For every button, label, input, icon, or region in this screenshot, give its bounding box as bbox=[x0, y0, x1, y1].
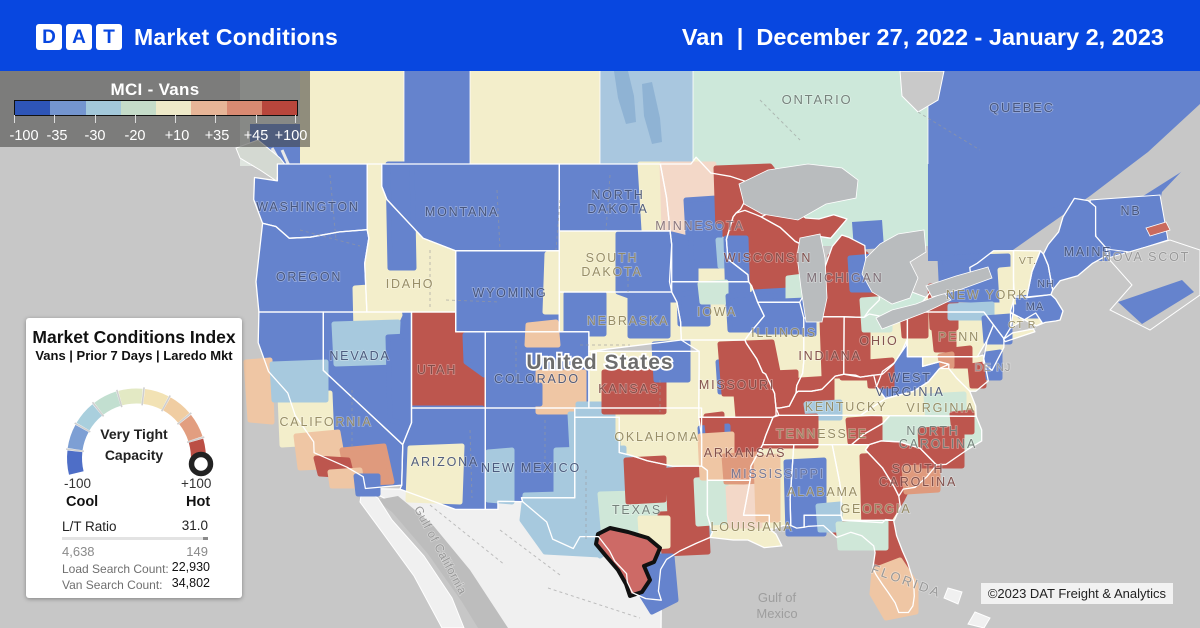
svg-text:NOVA SCOT: NOVA SCOT bbox=[1102, 250, 1190, 264]
svg-text:ILLINOIS: ILLINOIS bbox=[751, 326, 817, 340]
svg-text:UTAH: UTAH bbox=[417, 363, 457, 377]
svg-text:SOUTH: SOUTH bbox=[892, 462, 945, 476]
svg-text:LOUISIANA: LOUISIANA bbox=[711, 520, 794, 534]
svg-text:CAROLINA: CAROLINA bbox=[899, 437, 977, 451]
svg-text:NORTH: NORTH bbox=[906, 424, 959, 438]
svg-text:NEW MEXICO: NEW MEXICO bbox=[481, 461, 581, 475]
svg-text:MISSOURI: MISSOURI bbox=[699, 378, 775, 392]
svg-text:KANSAS: KANSAS bbox=[598, 382, 660, 396]
svg-text:SOUTH: SOUTH bbox=[586, 251, 639, 265]
svg-text:IDAHO: IDAHO bbox=[386, 277, 435, 291]
svg-text:VIRGINIA: VIRGINIA bbox=[906, 401, 975, 415]
svg-text:GEORGIA: GEORGIA bbox=[841, 502, 912, 516]
svg-text:MISSISSIPPI: MISSISSIPPI bbox=[731, 467, 825, 481]
svg-text:CALIFORNIA: CALIFORNIA bbox=[279, 415, 372, 429]
svg-text:CT: CT bbox=[1008, 319, 1024, 331]
svg-text:MONTANA: MONTANA bbox=[425, 205, 499, 219]
svg-text:VIRGINIA: VIRGINIA bbox=[875, 385, 944, 399]
svg-text:NORTH: NORTH bbox=[591, 188, 644, 202]
svg-text:VT.: VT. bbox=[1019, 255, 1037, 267]
svg-text:DE NJ: DE NJ bbox=[975, 362, 1012, 374]
svg-text:Gulf of: Gulf of bbox=[758, 590, 797, 605]
svg-text:ARIZONA: ARIZONA bbox=[411, 455, 479, 469]
svg-text:OKLAHOMA: OKLAHOMA bbox=[614, 430, 699, 444]
svg-text:PENN: PENN bbox=[938, 330, 980, 344]
svg-text:R: R bbox=[1028, 319, 1037, 331]
svg-text:MA: MA bbox=[1026, 301, 1045, 313]
svg-text:TEXAS: TEXAS bbox=[612, 503, 662, 517]
svg-text:NEW YORK: NEW YORK bbox=[946, 288, 1028, 302]
svg-text:NEVADA: NEVADA bbox=[329, 349, 390, 363]
svg-text:OREGON: OREGON bbox=[276, 270, 342, 284]
svg-text:NH: NH bbox=[1037, 278, 1054, 290]
svg-text:DAKOTA: DAKOTA bbox=[581, 265, 642, 279]
svg-text:NEBRASKA: NEBRASKA bbox=[587, 314, 669, 328]
svg-text:WASHINGTON: WASHINGTON bbox=[256, 200, 359, 214]
svg-text:MICHIGAN: MICHIGAN bbox=[807, 271, 884, 285]
svg-text:WEST: WEST bbox=[888, 371, 931, 385]
svg-text:INDIANA: INDIANA bbox=[798, 349, 861, 363]
svg-text:MAINE: MAINE bbox=[1064, 245, 1113, 259]
svg-text:Mexico: Mexico bbox=[756, 606, 797, 621]
svg-text:CAROLINA: CAROLINA bbox=[879, 475, 957, 489]
svg-text:United States: United States bbox=[526, 351, 673, 374]
svg-text:DAKOTA: DAKOTA bbox=[587, 202, 648, 216]
svg-text:ONTARIO: ONTARIO bbox=[782, 92, 853, 107]
svg-text:OHIO: OHIO bbox=[859, 334, 898, 348]
svg-text:ARKANSAS: ARKANSAS bbox=[704, 446, 786, 460]
svg-text:WYOMING: WYOMING bbox=[472, 286, 547, 300]
svg-text:NB: NB bbox=[1121, 204, 1142, 218]
svg-text:MINNESOTA: MINNESOTA bbox=[655, 219, 745, 233]
svg-text:QUEBEC: QUEBEC bbox=[989, 100, 1055, 115]
svg-text:TENNESSEE: TENNESSEE bbox=[776, 427, 868, 441]
svg-text:COLORADO: COLORADO bbox=[494, 372, 580, 386]
svg-text:WISCONSIN: WISCONSIN bbox=[724, 251, 812, 265]
svg-text:ALABAMA: ALABAMA bbox=[787, 485, 859, 499]
svg-text:KENTUCKY: KENTUCKY bbox=[805, 400, 887, 414]
svg-text:IOWA: IOWA bbox=[697, 305, 737, 319]
